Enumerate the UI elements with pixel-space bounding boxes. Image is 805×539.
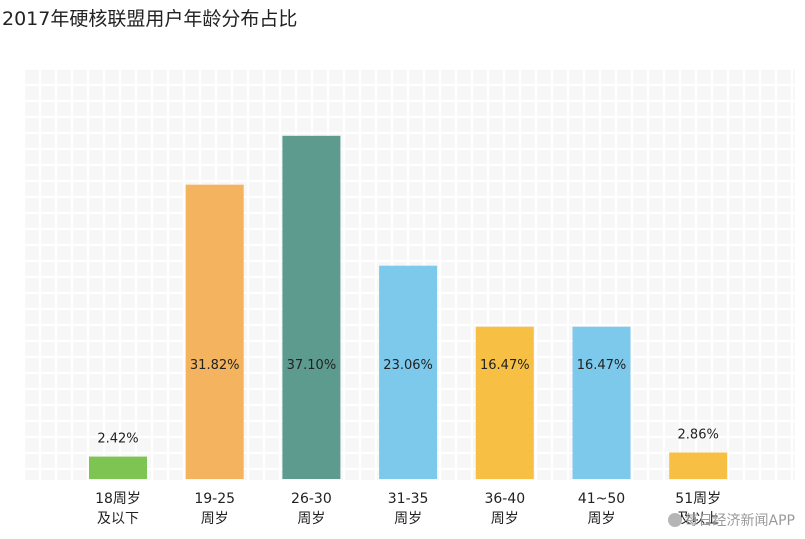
- watermark-text: 每日经济新闻APP: [684, 513, 795, 529]
- data-label-5: 16.47%: [577, 358, 627, 373]
- x-tick-label-3-1: 周岁: [394, 511, 422, 527]
- bar-4: [475, 326, 534, 479]
- bar-6: [669, 452, 728, 479]
- data-label-2: 37.10%: [287, 358, 337, 373]
- x-tick-label-1-0: 19-25: [194, 491, 235, 507]
- x-tick-label-2-0: 26-30: [291, 491, 332, 507]
- x-tick-label-3-0: 31-35: [388, 491, 429, 507]
- data-label-1: 31.82%: [190, 358, 240, 373]
- page-title: 2017年硬核联盟用户年龄分布占比: [2, 8, 298, 30]
- watermark: 每日经济新闻APP: [667, 510, 795, 530]
- x-tick-label-4-1: 周岁: [491, 511, 519, 527]
- bar-3: [379, 265, 438, 479]
- x-tick-label-1-1: 周岁: [201, 511, 229, 527]
- data-label-3: 23.06%: [383, 358, 433, 373]
- watermark-logo-icon: [667, 513, 682, 527]
- data-label-6: 2.86%: [678, 428, 719, 443]
- x-tick-label-0-0: 18周岁: [95, 491, 141, 507]
- x-tick-label-6-1: 及以上: [677, 511, 719, 527]
- x-tick-label-5-1: 周岁: [588, 511, 616, 527]
- x-tick-label-6-0: 51周岁: [675, 491, 721, 507]
- x-tick-label-5-0: 41~50: [578, 491, 625, 507]
- x-tick-label-0-1: 及以下: [97, 511, 139, 527]
- bar-1: [185, 184, 244, 479]
- data-label-0: 2.42%: [97, 432, 138, 447]
- x-tick-label-4-0: 36-40: [484, 491, 525, 507]
- bar-2: [282, 135, 341, 480]
- bar-0: [89, 456, 147, 479]
- x-tick-label-2-1: 周岁: [297, 511, 325, 527]
- bar-5: [572, 326, 631, 479]
- data-label-4: 16.47%: [480, 358, 530, 373]
